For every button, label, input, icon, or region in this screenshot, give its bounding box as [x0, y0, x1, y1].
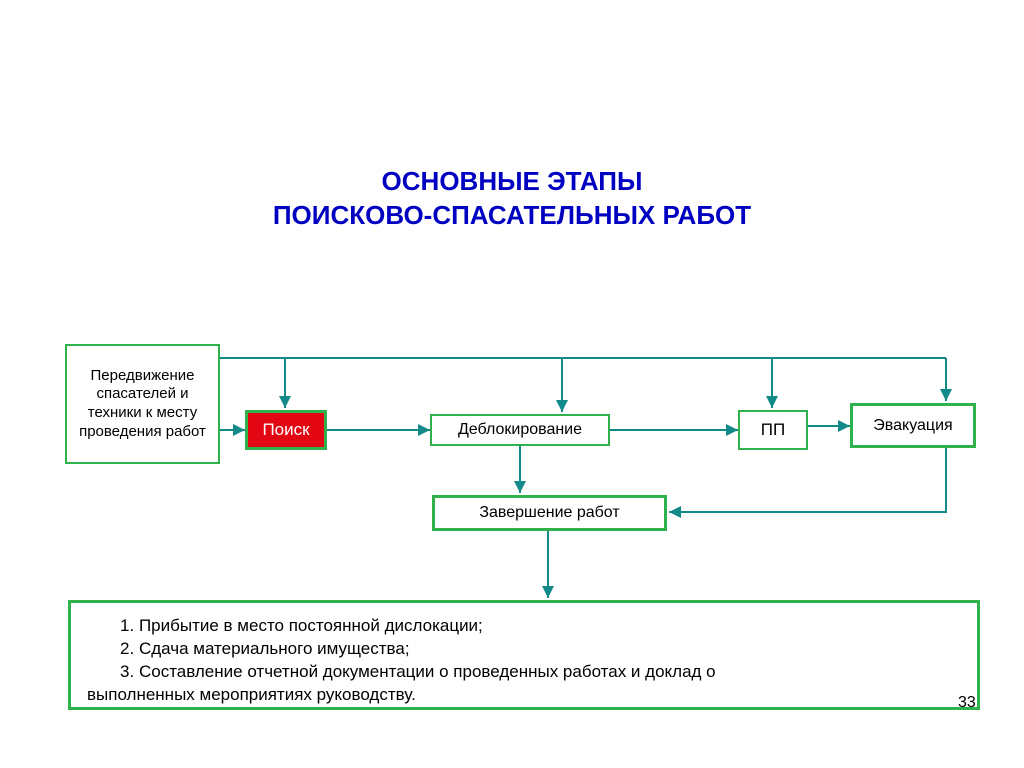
node-search-label: Поиск	[262, 420, 309, 440]
node-pp: ПП	[738, 410, 808, 450]
final-list-line2: 2. Сдача материального имущества;	[87, 638, 961, 661]
diagram-canvas: ОСНОВНЫЕ ЭТАПЫ ПОИСКОВО-СПАСАТЕЛЬНЫХ РАБ…	[0, 0, 1024, 768]
node-completion-label: Завершение работ	[479, 504, 619, 522]
node-completion: Завершение работ	[432, 495, 667, 531]
final-list-line4: выполненных мероприятиях руководству.	[87, 684, 961, 707]
node-evacuation-label: Эвакуация	[873, 417, 952, 435]
node-deblock: Деблокирование	[430, 414, 610, 446]
final-list-line1: 1. Прибытие в место постоянной дислокаци…	[87, 615, 961, 638]
node-evacuation: Эвакуация	[850, 403, 976, 448]
page-number: 33	[958, 694, 976, 712]
node-pp-label: ПП	[761, 420, 785, 440]
node-final-list: 1. Прибытие в место постоянной дислокаци…	[68, 600, 980, 710]
node-movement: Передвижение спасателей и техники к мест…	[65, 344, 220, 464]
node-deblock-label: Деблокирование	[458, 421, 582, 439]
final-list-line3: 3. Составление отчетной документации о п…	[87, 661, 961, 684]
node-search: Поиск	[245, 410, 327, 450]
node-movement-label: Передвижение спасателей и техники к мест…	[71, 367, 214, 442]
edge-n5-n6	[669, 448, 946, 512]
